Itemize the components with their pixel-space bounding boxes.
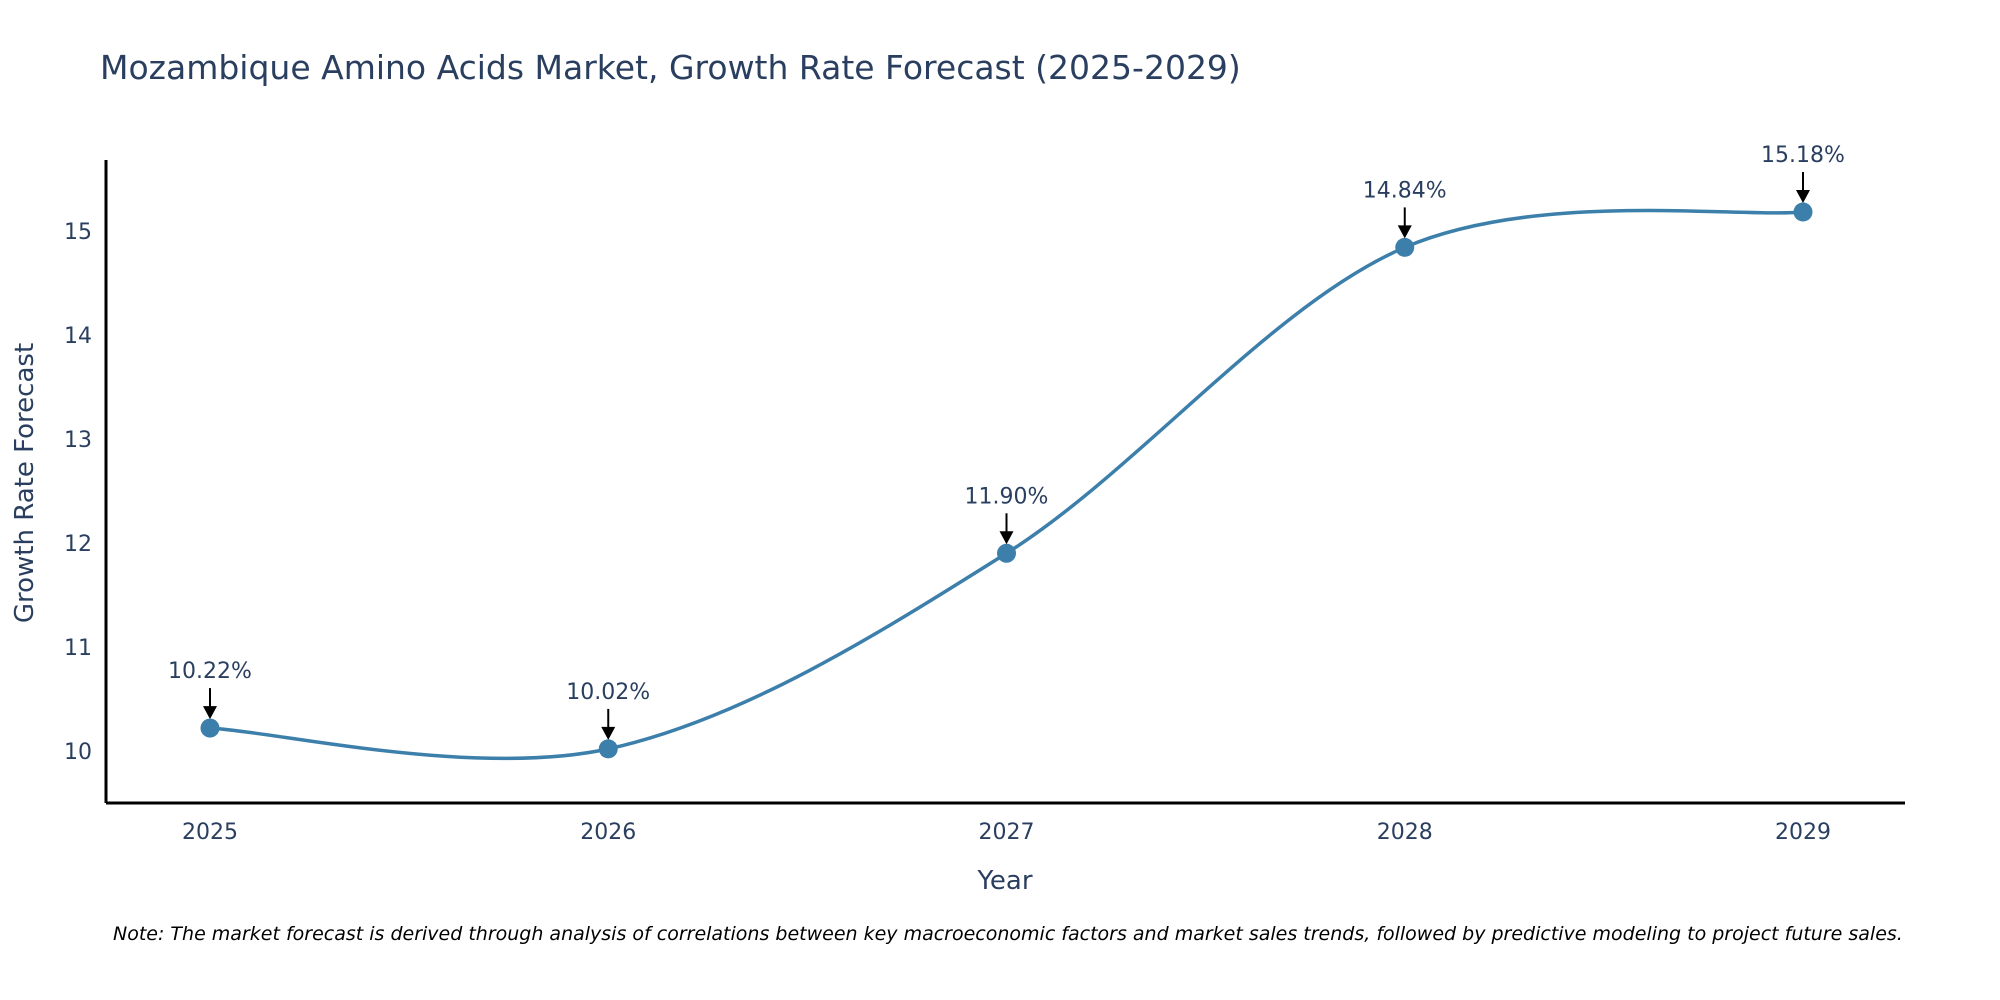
data-annotations: 10.22% 10.02% 11.90% 14.84% 15.18% [168, 143, 1845, 740]
chart-title: Mozambique Amino Acids Market, Growth Ra… [100, 48, 1241, 87]
y-tick-label: 11 [64, 636, 92, 661]
x-tick-label: 2028 [1377, 820, 1433, 845]
data-label-2029: 15.18% [1761, 143, 1845, 168]
data-label-2028: 14.84% [1363, 178, 1447, 203]
y-axis-title: Growth Rate Forecast [10, 343, 40, 623]
data-point-2025 [200, 718, 220, 738]
y-tick-label: 12 [64, 532, 92, 557]
x-tick-label: 2029 [1775, 820, 1831, 845]
x-tick-label: 2025 [182, 820, 238, 845]
data-label-2025: 10.22% [168, 659, 252, 684]
annotation-arrow-head [1796, 190, 1810, 204]
data-point-2027 [997, 543, 1016, 563]
x-axis-title: Year [976, 866, 1032, 896]
y-tick-label: 13 [64, 428, 92, 453]
annotation-arrow-head [999, 531, 1014, 545]
annotation-arrow-head [203, 706, 217, 720]
x-axis-ticks: 2025 2026 2027 2028 2029 [182, 820, 1831, 845]
x-tick-label: 2027 [979, 820, 1035, 845]
x-tick-label: 2026 [580, 820, 636, 845]
data-label-2027: 11.90% [965, 484, 1049, 509]
y-axis-ticks: 10 11 12 13 14 15 [64, 220, 92, 765]
annotation-arrow-head [1397, 225, 1412, 239]
y-tick-label: 10 [64, 740, 92, 765]
footnote: Note: The market forecast is derived thr… [113, 923, 1903, 945]
data-points [200, 202, 1813, 759]
annotation-arrow-head [601, 726, 616, 740]
data-point-2029 [1793, 202, 1813, 222]
data-point-2028 [1395, 237, 1415, 257]
y-tick-label: 15 [64, 220, 92, 245]
y-tick-label: 14 [64, 324, 92, 349]
data-point-2026 [598, 739, 618, 759]
data-label-2026: 10.02% [566, 680, 650, 705]
